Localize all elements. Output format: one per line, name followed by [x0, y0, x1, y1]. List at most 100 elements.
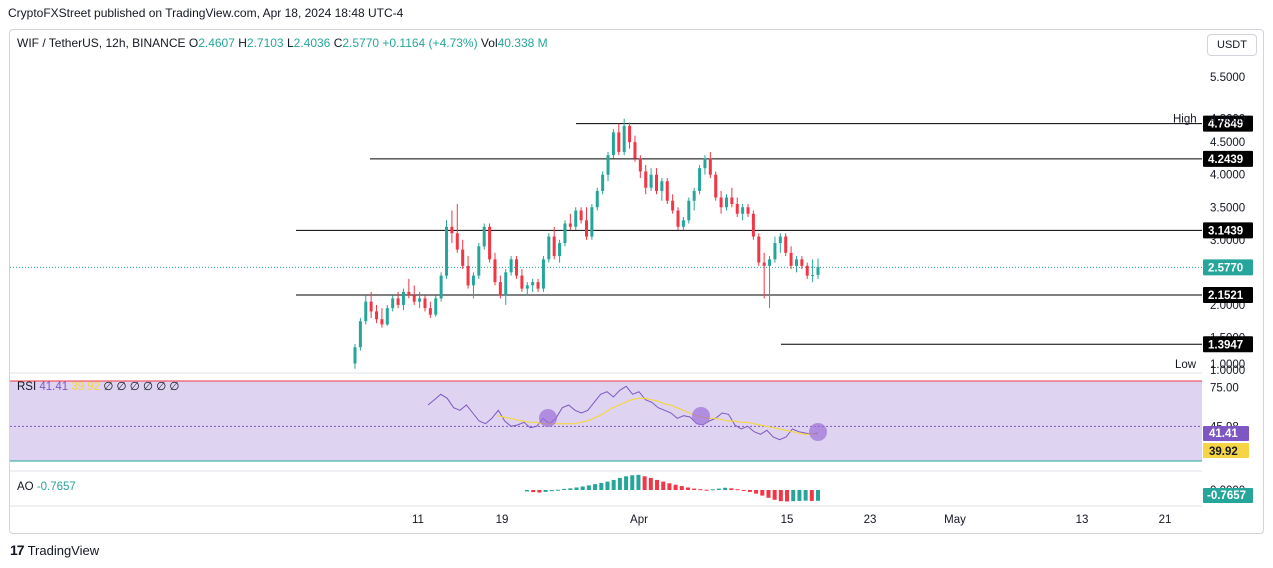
candle-body [471, 275, 475, 286]
ao-bar [562, 488, 567, 490]
candle-body [418, 298, 422, 302]
low-value: 2.4036 [294, 36, 334, 50]
low-key: L [287, 36, 294, 50]
candle-body [768, 259, 772, 266]
ao-pane [525, 474, 820, 502]
support-resistance-levels [10, 123, 1202, 345]
ao-bar [698, 489, 703, 491]
candle-body [811, 274, 815, 276]
time-axis: 11 19 Apr 15 23 May 13 21 [10, 372, 1202, 526]
tradingview-mark-icon: 17 [10, 542, 25, 558]
candle-body [773, 243, 777, 260]
candle-body [509, 259, 513, 273]
ao-bar [741, 490, 746, 491]
ao-bar [661, 481, 666, 490]
ao-bar [537, 490, 542, 493]
rsi-legend-label: RSI [17, 381, 39, 393]
candle-body [380, 319, 384, 325]
level-tag [1203, 336, 1253, 353]
time-tick-label: 11 [412, 514, 424, 526]
level-tag-label: 2.1521 [1208, 290, 1244, 302]
open-value: 2.4607 [198, 36, 238, 50]
ao-bar [593, 484, 598, 490]
rsi-legend-ma: 39.92 [71, 381, 103, 393]
rsi-value-label: 41.41 [1209, 428, 1238, 440]
candle-body [590, 207, 594, 237]
ao-bar [624, 476, 629, 490]
legend: WIF / TetherUS, 12h, BINANCE O2.4607 H2.… [17, 36, 548, 493]
candle-body [552, 236, 556, 257]
ao-bar [747, 490, 752, 492]
candle-body [375, 311, 379, 320]
price-tick-label: 4.5000 [1210, 137, 1245, 149]
tradingview-logo[interactable]: 17 TradingView [10, 542, 99, 558]
candle-body [784, 236, 788, 253]
ao-bar [605, 481, 610, 490]
close-key: C [334, 36, 343, 50]
ao-bar [778, 490, 783, 502]
ao-legend: AO -0.7657 [17, 481, 76, 493]
candle-body [681, 220, 685, 227]
high-value: 4.8600 [1210, 114, 1245, 126]
current-price-tag [1203, 259, 1253, 276]
ao-bar [630, 475, 635, 490]
vol-value: 40.338 M [498, 36, 548, 50]
candle-body [358, 321, 362, 348]
candle-body [687, 200, 691, 221]
symbol-label: WIF / TetherUS, 12h, BINANCE [17, 36, 189, 50]
ao-bar [692, 488, 697, 490]
high-key: H [238, 36, 247, 50]
candle-body [622, 125, 626, 152]
candle-body [698, 168, 702, 191]
candle-body [498, 282, 502, 296]
level-tag-label: 4.2439 [1208, 154, 1243, 166]
candle-body [757, 236, 761, 263]
vol-key: Vol [481, 36, 498, 50]
candle-body [671, 200, 675, 211]
candle-body [504, 272, 508, 296]
price-tick-label: 1.0000 [1210, 365, 1245, 377]
ao-bar [568, 488, 573, 490]
candle-body [428, 308, 432, 315]
level-tag [1203, 150, 1253, 167]
level-tag [1203, 286, 1253, 303]
candle-body [536, 282, 540, 289]
ao-bar [617, 477, 622, 490]
rsi-ma-label: 39.92 [1209, 446, 1238, 458]
candle-body [385, 308, 389, 325]
time-tick-label: 15 [781, 514, 794, 526]
ohlc-legend: WIF / TetherUS, 12h, BINANCE O2.4607 H2.… [17, 36, 548, 50]
candle-body [633, 142, 637, 159]
candle-body [714, 174, 718, 198]
ao-bar [716, 488, 721, 490]
ao-bar [785, 490, 790, 502]
chart-frame[interactable] [9, 29, 1264, 534]
ao-bar [704, 489, 709, 491]
candle-body [547, 236, 551, 260]
candle-body [800, 259, 804, 266]
rsi-ma-tag [1203, 443, 1249, 458]
ao-bar [710, 489, 715, 491]
currency-button[interactable]: USDT [1207, 34, 1257, 56]
candle-body [606, 155, 610, 175]
candle-body [644, 171, 648, 188]
candle-body [364, 301, 368, 322]
rsi-legend-params: ∅ ∅ ∅ ∅ ∅ ∅ [103, 381, 179, 393]
candle-body [455, 233, 459, 250]
ao-bar [648, 477, 653, 490]
ao-bar [549, 490, 554, 492]
level-tag [1203, 222, 1253, 239]
price-tick-label: 3.5000 [1210, 202, 1245, 214]
ao-bar [673, 484, 678, 490]
high-label: High [1173, 114, 1197, 126]
candle-body [574, 210, 578, 227]
ao-bar [760, 490, 765, 496]
ao-bar [667, 483, 672, 490]
low-label: Low [1175, 359, 1197, 371]
candle-body [730, 197, 734, 204]
current-price-label: 2.5770 [1208, 262, 1243, 274]
candle-body [654, 174, 658, 191]
rsi-legend: RSI 41.41 39.92 ∅ ∅ ∅ ∅ ∅ ∅ [17, 381, 179, 393]
rsi-tick-label: 75.00 [1210, 383, 1239, 395]
